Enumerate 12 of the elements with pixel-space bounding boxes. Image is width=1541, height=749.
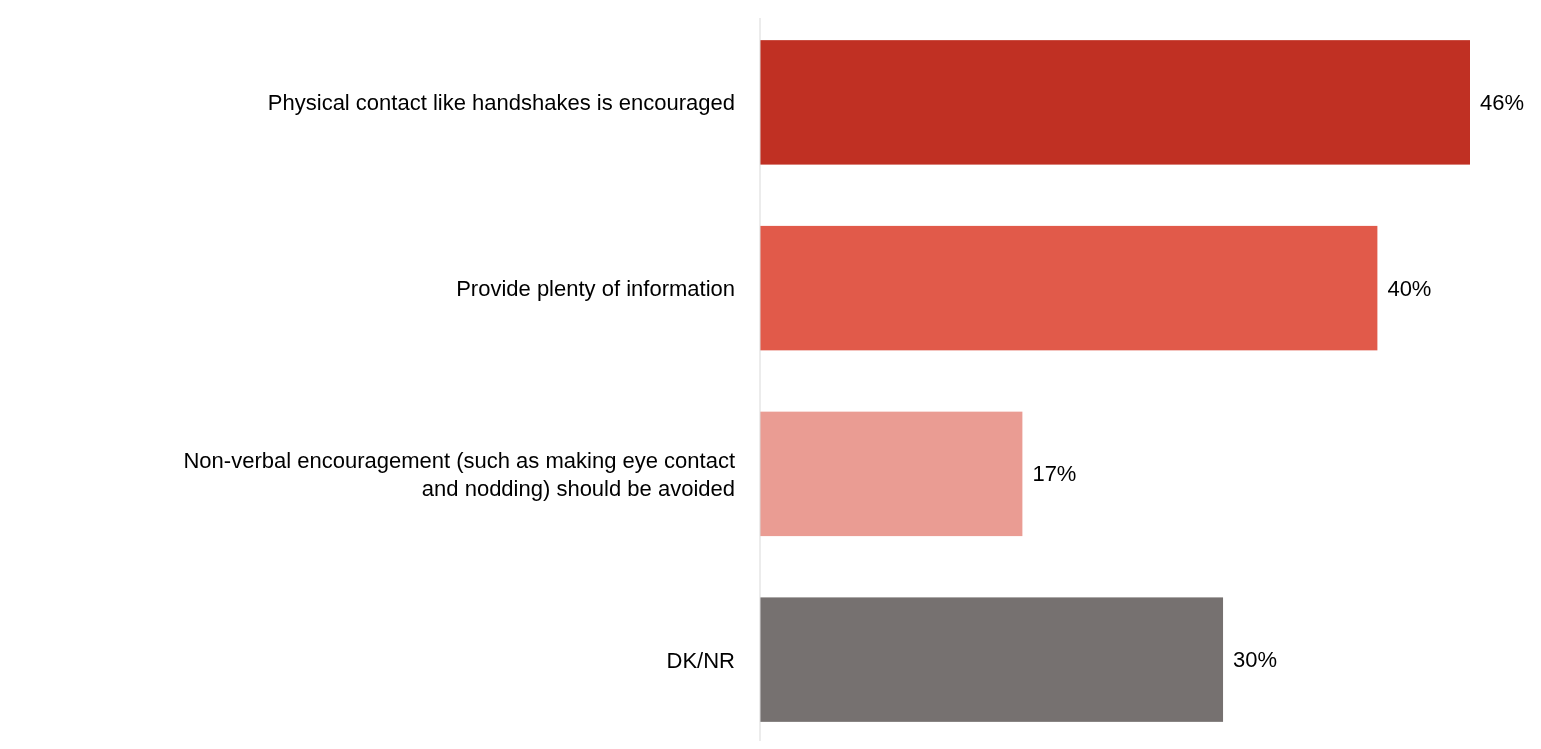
data-label: 46% bbox=[1480, 89, 1525, 115]
y-tick-label: Physical contact like handshakes is encouraged bbox=[267, 89, 735, 115]
bar bbox=[760, 225, 1378, 351]
y-tick-label: Provide plenty of information bbox=[456, 275, 735, 301]
y-tick-label: Non-verbal encouragement (such as making eye contact and nodding) should be avoided bbox=[183, 447, 735, 501]
data-label: 17% bbox=[1032, 461, 1077, 487]
bar bbox=[760, 40, 1470, 165]
y-tick-label: DK/NR bbox=[666, 647, 735, 673]
bar bbox=[760, 597, 1224, 722]
bar bbox=[760, 411, 1023, 537]
data-label: 40% bbox=[1387, 275, 1432, 301]
data-label: 30% bbox=[1233, 647, 1278, 673]
